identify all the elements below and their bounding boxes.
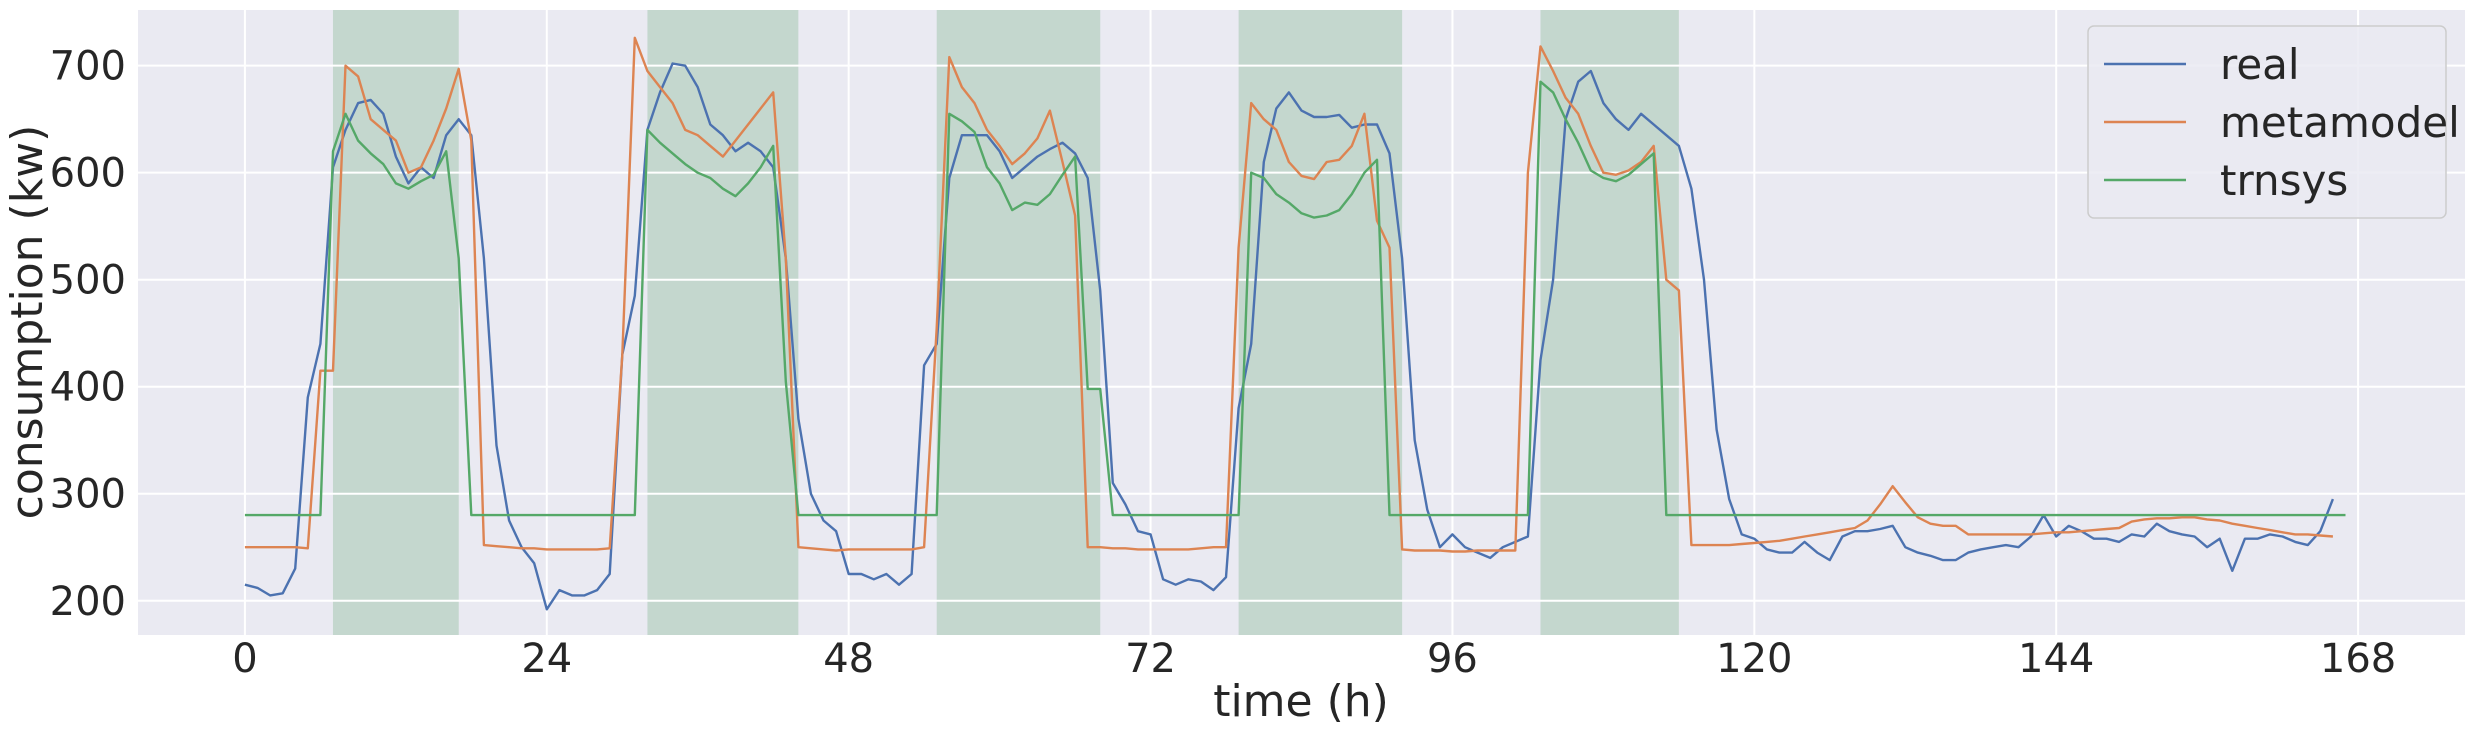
x-tick-label: 120 [1716,636,1792,682]
x-axis-label: time (h) [1213,676,1389,727]
legend-box [2087,25,2447,219]
shaded-region-3 [936,10,1101,635]
x-tick-label: 72 [1125,636,1176,682]
x-tick-label: 168 [2320,636,2396,682]
x-tick-label: 24 [521,636,572,682]
series-line-metamodel [244,36,2333,553]
series-line-trnsys [244,80,2346,517]
legend-label-real: real [2220,40,2300,89]
x-tick-label: 48 [823,636,874,682]
y-tick-label: 200 [50,579,126,625]
y-tick-label: 300 [50,472,126,518]
y-tick-label: 400 [50,365,126,411]
shaded-region-5 [1540,10,1679,635]
shaded-region-4 [1238,10,1403,635]
shaded-region-1 [332,10,459,635]
grid [138,10,2465,635]
y-tick-label: 600 [50,151,126,197]
legend: real metamodel trnsys [2087,25,2460,219]
x-tick-label: 96 [1427,636,1478,682]
x-tick-label: 144 [2018,636,2094,682]
x-tick-labels: 0 24 48 72 96 120 144 168 [232,636,2396,682]
x-tick-label: 0 [232,636,257,682]
shaded-regions [332,10,1679,635]
y-tick-labels: 200 300 400 500 600 700 [50,44,126,625]
series-lines [244,36,2346,611]
legend-label-trnsys: trnsys [2220,156,2348,205]
shaded-region-2 [647,10,799,635]
y-tick-label: 700 [50,44,126,90]
series-line-real [244,62,2335,611]
y-axis-label: consumption (kw) [2,125,53,520]
y-tick-label: 500 [50,258,126,304]
legend-label-metamodel: metamodel [2220,98,2460,147]
